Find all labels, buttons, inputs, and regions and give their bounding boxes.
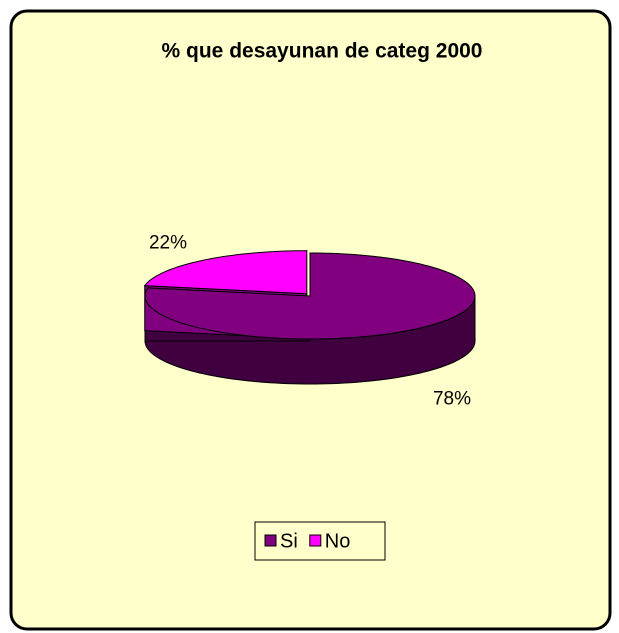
data-label: 22% xyxy=(149,232,187,253)
data-label: 78% xyxy=(433,389,471,410)
legend-label: No xyxy=(325,530,351,552)
slice xyxy=(143,250,308,295)
slice xyxy=(144,252,476,340)
chart-title: % que desayunan de categ 2000 xyxy=(162,40,483,63)
legend-swatch xyxy=(264,534,277,547)
legend-label: Si xyxy=(280,530,298,552)
legend-swatch xyxy=(309,534,322,547)
